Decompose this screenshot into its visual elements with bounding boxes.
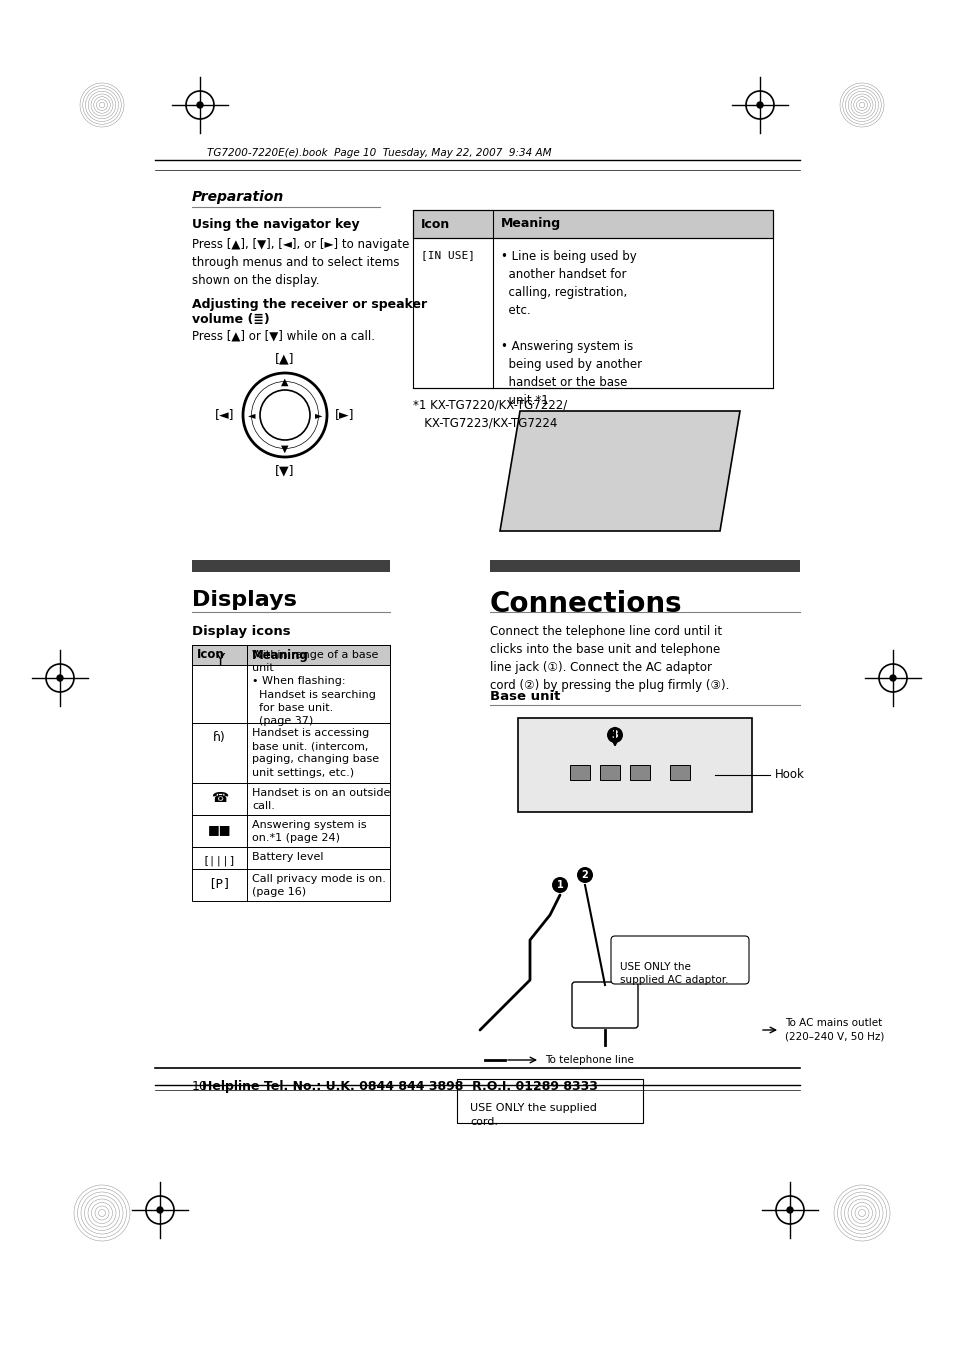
Text: Helpline Tel. No.: U.K. 0844 844 3898  R.O.I. 01289 8333: Helpline Tel. No.: U.K. 0844 844 3898 R.… xyxy=(202,1079,598,1093)
Text: [|||]: [|||] xyxy=(202,855,236,866)
Text: Preparation: Preparation xyxy=(192,190,284,204)
Text: [◄]: [◄] xyxy=(215,408,234,422)
Text: ►: ► xyxy=(314,409,322,420)
Text: 1: 1 xyxy=(556,880,563,890)
Bar xyxy=(192,723,390,784)
Text: [P]: [P] xyxy=(208,877,231,890)
Bar xyxy=(413,209,772,388)
Text: Hook: Hook xyxy=(774,769,804,781)
Text: [▲]: [▲] xyxy=(275,353,294,366)
Text: *1 KX-TG7220/KX-TG7222/
   KX-TG7223/KX-TG7224: *1 KX-TG7220/KX-TG7222/ KX-TG7223/KX-TG7… xyxy=(413,399,567,430)
Bar xyxy=(192,869,390,901)
Text: [▼]: [▼] xyxy=(275,465,294,477)
Text: Press [▲] or [▼] while on a call.: Press [▲] or [▼] while on a call. xyxy=(192,330,375,343)
Circle shape xyxy=(786,1206,792,1213)
Text: USE ONLY the
supplied AC adaptor.: USE ONLY the supplied AC adaptor. xyxy=(619,962,728,985)
Text: USE ONLY the supplied
cord.: USE ONLY the supplied cord. xyxy=(470,1102,597,1127)
Text: To telephone line: To telephone line xyxy=(544,1055,633,1065)
Text: Connect the telephone line cord until it
clicks into the base unit and telephone: Connect the telephone line cord until it… xyxy=(490,626,729,692)
Text: Connections: Connections xyxy=(490,590,682,617)
FancyBboxPatch shape xyxy=(413,209,772,238)
Circle shape xyxy=(757,101,762,108)
Text: Displays: Displays xyxy=(192,590,296,611)
Bar xyxy=(192,644,390,723)
Text: Y: Y xyxy=(214,653,224,667)
Circle shape xyxy=(157,1206,163,1213)
Text: ▼: ▼ xyxy=(281,443,289,454)
Circle shape xyxy=(577,867,593,884)
FancyBboxPatch shape xyxy=(456,1079,642,1123)
Bar xyxy=(599,765,619,780)
Text: Icon: Icon xyxy=(420,218,450,231)
Text: Press [▲], [▼], [◄], or [►] to navigate
through menus and to select items
shown : Press [▲], [▼], [◄], or [►] to navigate … xyxy=(192,238,409,286)
Bar xyxy=(569,765,589,780)
Text: ▲: ▲ xyxy=(281,377,289,386)
Text: Adjusting the receiver or speaker
volume (≣): Adjusting the receiver or speaker volume… xyxy=(192,299,427,326)
Text: 3: 3 xyxy=(611,730,618,740)
Text: Handset is accessing
base unit. (intercom,
paging, changing base
unit settings, : Handset is accessing base unit. (interco… xyxy=(252,728,378,778)
Text: TG7200-7220E(e).book  Page 10  Tuesday, May 22, 2007  9:34 AM: TG7200-7220E(e).book Page 10 Tuesday, Ma… xyxy=(207,149,551,158)
Circle shape xyxy=(889,676,895,681)
Bar xyxy=(490,561,800,571)
Text: ☎: ☎ xyxy=(211,790,228,805)
FancyBboxPatch shape xyxy=(572,982,638,1028)
Bar xyxy=(192,784,390,815)
Text: Call privacy mode is on.
(page 16): Call privacy mode is on. (page 16) xyxy=(252,874,385,897)
Text: Meaning: Meaning xyxy=(500,218,560,231)
Bar xyxy=(192,815,390,847)
Text: ■■: ■■ xyxy=(208,823,231,836)
Text: [IN USE]: [IN USE] xyxy=(420,250,475,259)
Text: Battery level: Battery level xyxy=(252,852,323,862)
FancyBboxPatch shape xyxy=(610,936,748,984)
Text: Within range of a base
unit
• When flashing:
  Handset is searching
  for base u: Within range of a base unit • When flash… xyxy=(252,650,378,725)
Circle shape xyxy=(57,676,63,681)
Text: 2: 2 xyxy=(581,870,588,880)
Text: [►]: [►] xyxy=(335,408,355,422)
Circle shape xyxy=(606,727,622,743)
Bar xyxy=(669,765,689,780)
FancyBboxPatch shape xyxy=(517,717,751,812)
Text: To AC mains outlet
(220–240 V, 50 Hz): To AC mains outlet (220–240 V, 50 Hz) xyxy=(784,1019,883,1042)
Circle shape xyxy=(552,877,567,893)
Text: Answering system is
on.*1 (page 24): Answering system is on.*1 (page 24) xyxy=(252,820,366,843)
Bar xyxy=(192,644,390,665)
Text: Base unit: Base unit xyxy=(490,690,559,703)
Bar xyxy=(192,561,390,571)
Bar xyxy=(192,847,390,869)
Text: ɦ): ɦ) xyxy=(213,731,226,744)
Bar xyxy=(629,765,649,780)
Text: • Line is being used by
  another handset for
  calling, registration,
  etc.

•: • Line is being used by another handset … xyxy=(500,250,641,407)
Text: 10: 10 xyxy=(192,1079,208,1093)
Text: Using the navigator key: Using the navigator key xyxy=(192,218,359,231)
Text: Meaning: Meaning xyxy=(252,648,309,662)
Polygon shape xyxy=(499,411,740,531)
Text: Icon: Icon xyxy=(196,648,225,662)
Circle shape xyxy=(196,101,203,108)
Text: Display icons: Display icons xyxy=(192,626,291,638)
Text: Handset is on an outside
call.: Handset is on an outside call. xyxy=(252,788,390,811)
Text: ◄: ◄ xyxy=(248,409,255,420)
